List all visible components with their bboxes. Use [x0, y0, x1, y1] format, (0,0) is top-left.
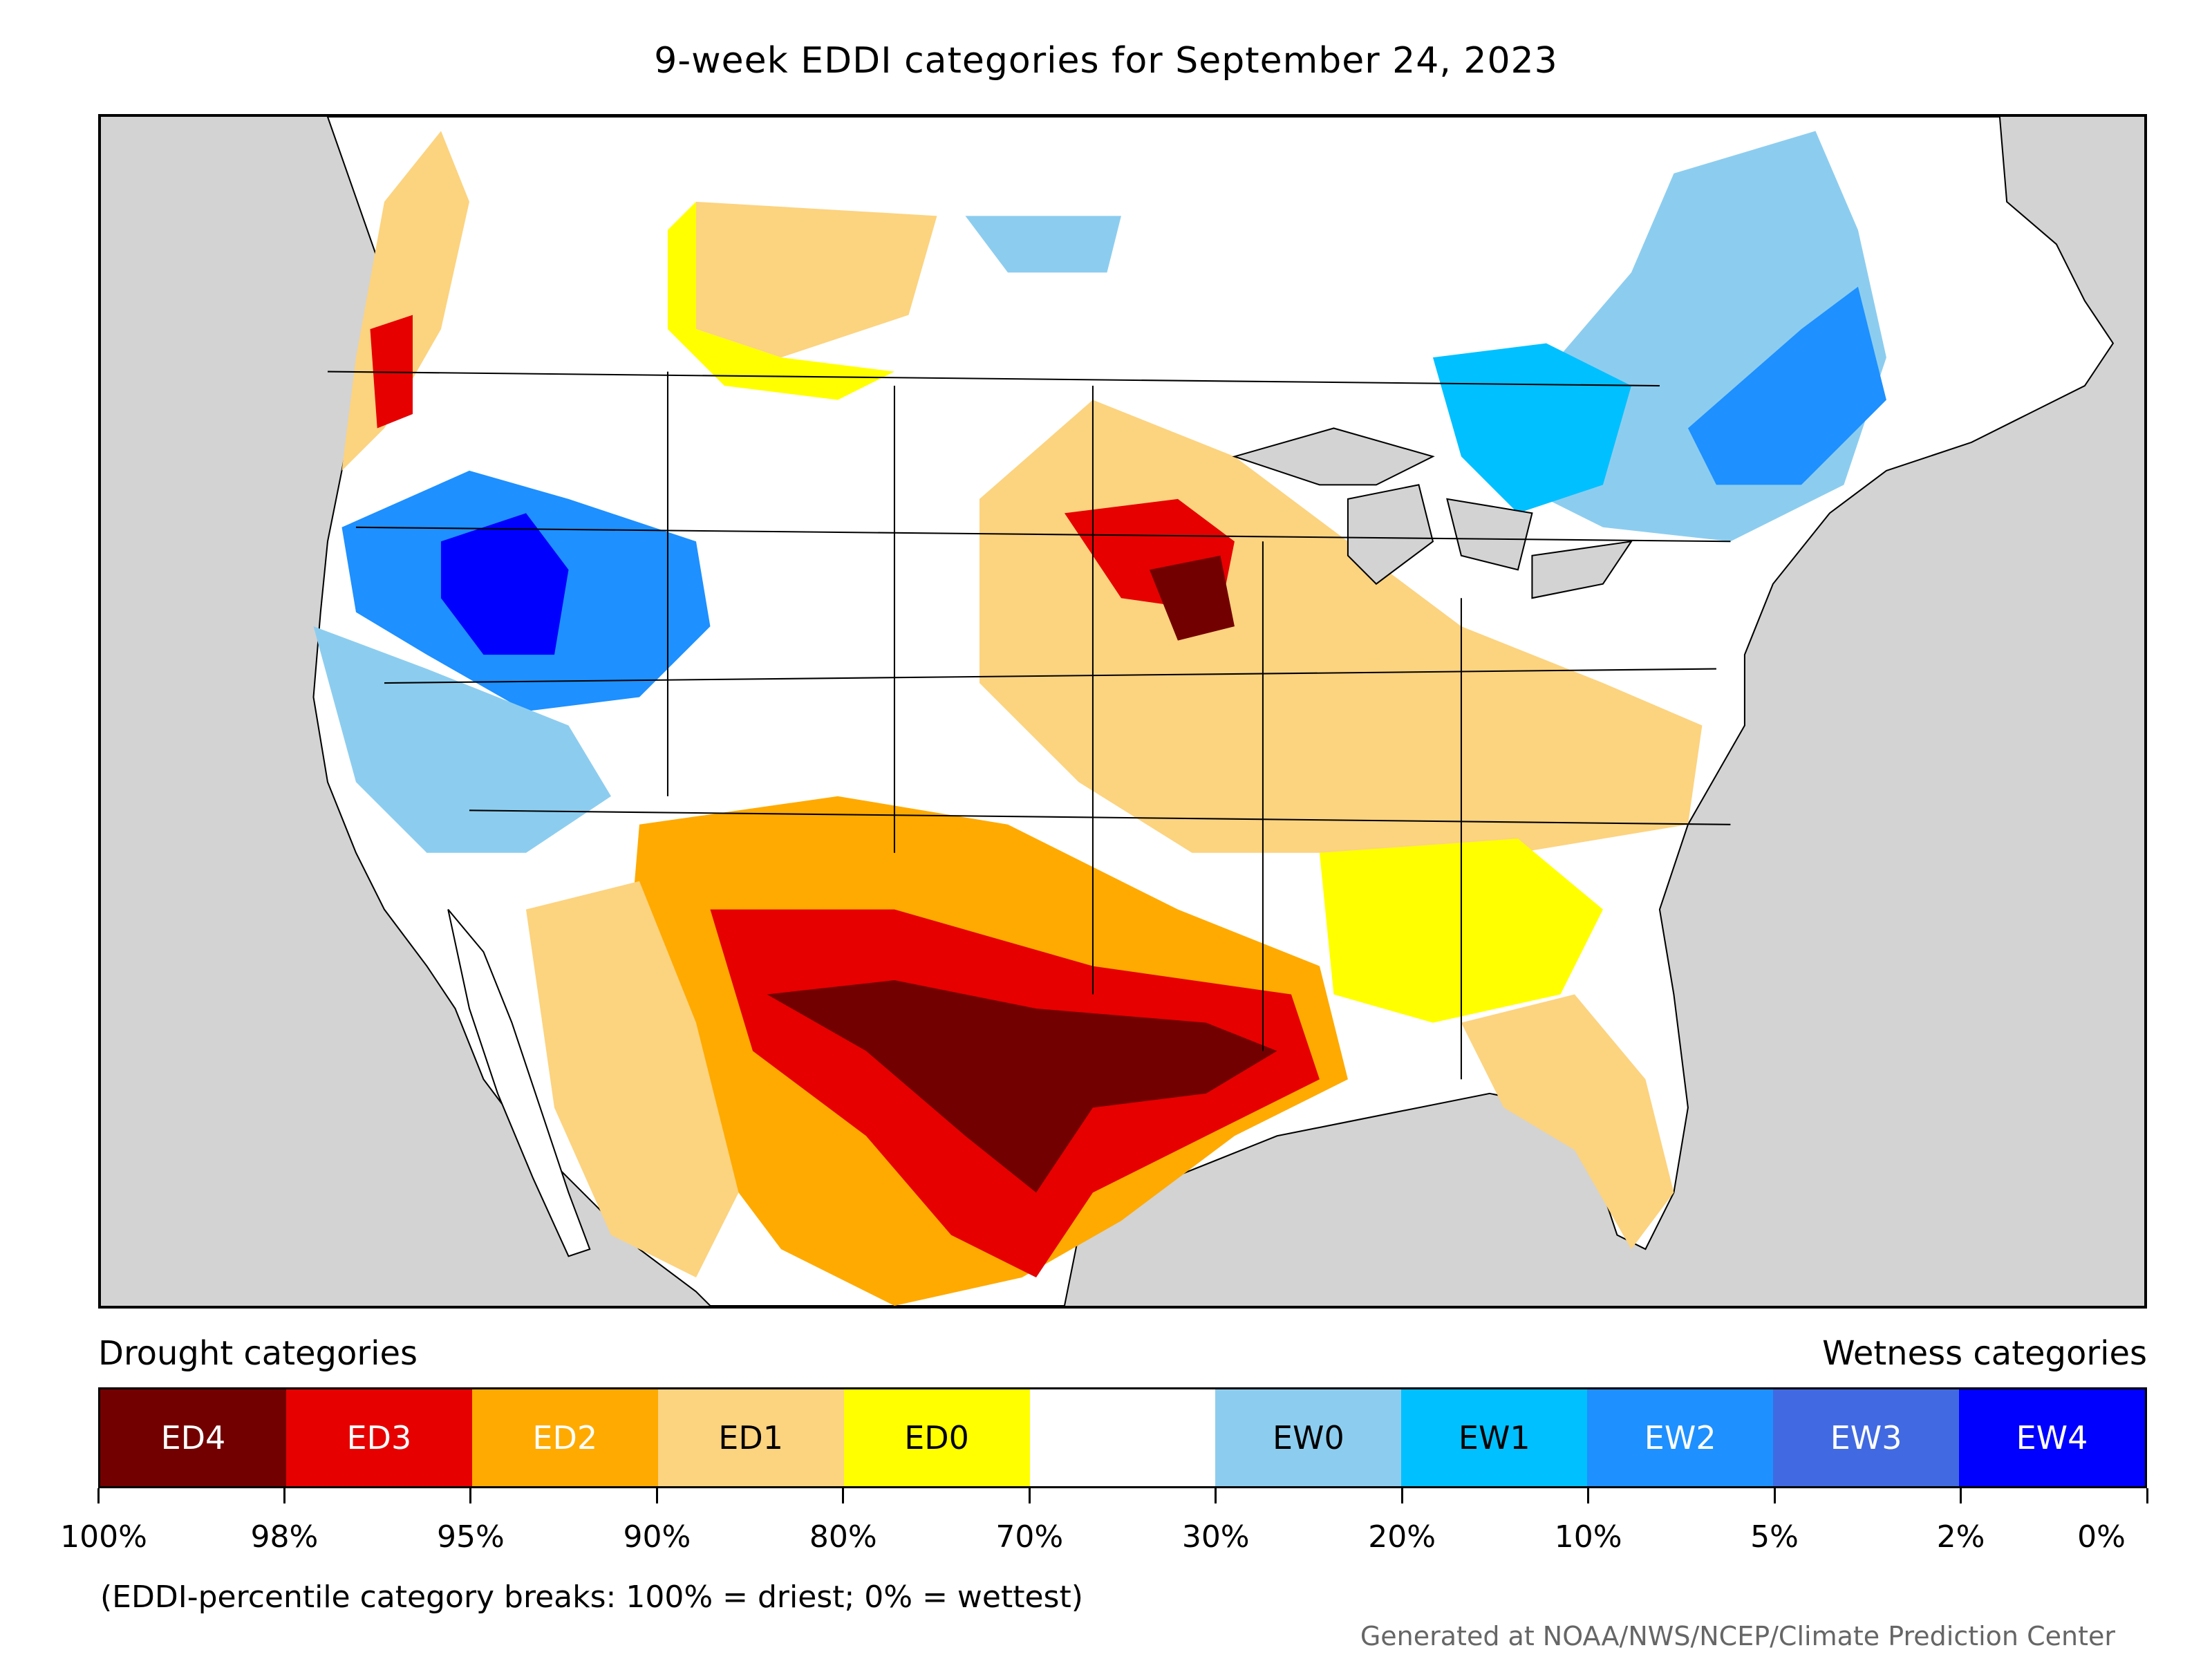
colorbar-tick — [1028, 1488, 1031, 1503]
category-swatch — [1029, 1389, 1216, 1486]
drought-categories-heading: Drought categories — [98, 1334, 418, 1373]
colorbar-tick-label: 5% — [1750, 1519, 1799, 1555]
chart-title: 9-week EDDI categories for September 24,… — [654, 40, 1558, 82]
credit-line: Generated at NOAA/NWS/NCEP/Climate Predi… — [1360, 1621, 2115, 1651]
colorbar-tick — [1400, 1488, 1403, 1503]
category-swatch: EW2 — [1587, 1389, 1774, 1486]
wet-region-manitoba — [965, 216, 1121, 273]
colorbar-tick-label: 80% — [809, 1519, 877, 1555]
colorbar-tick — [1773, 1488, 1776, 1503]
wetness-categories-heading: Wetness categories — [1822, 1334, 2147, 1373]
colorbar-tick — [1960, 1488, 1962, 1503]
colorbar-tick — [97, 1488, 100, 1503]
drought-region-prairies — [695, 201, 937, 358]
boundary-lines — [327, 371, 1731, 1080]
wet-region-ontario — [1432, 343, 1631, 514]
drought-region-southwest — [525, 881, 739, 1278]
category-swatch: EW0 — [1215, 1389, 1402, 1486]
eddi-map — [98, 114, 2147, 1309]
colorbar-tick-label: 70% — [995, 1519, 1064, 1555]
colorbar-ticks — [97, 1488, 2148, 1505]
colorbar-tick — [283, 1488, 285, 1503]
great-lakes — [1232, 427, 1633, 599]
colorbar-tick — [655, 1488, 658, 1503]
colorbar-tick-label: 30% — [1181, 1519, 1250, 1555]
colorbar-tick — [469, 1488, 472, 1503]
colorbar-tick — [2146, 1488, 2148, 1503]
colorbar-tick-label: 100% — [60, 1519, 147, 1555]
category-swatch: ED1 — [657, 1389, 844, 1486]
category-swatch: ED4 — [100, 1389, 286, 1486]
colorbar-tick-label: 98% — [250, 1519, 319, 1555]
category-swatch: EW3 — [1773, 1389, 1960, 1486]
category-swatch: EW4 — [1959, 1389, 2145, 1486]
colorbar-tick-label: 10% — [1554, 1519, 1622, 1555]
category-swatch: EW1 — [1401, 1389, 1588, 1486]
drought-region-florida — [1461, 994, 1674, 1250]
colorbar-tick-label: 20% — [1368, 1519, 1436, 1555]
colorbar-tick-label: 2% — [1936, 1519, 1985, 1555]
category-swatch: ED2 — [471, 1389, 658, 1486]
wet-region-west-core — [440, 513, 569, 655]
drought-region-texas-core — [767, 980, 1277, 1193]
colorbar-tick — [1587, 1488, 1590, 1503]
colorbar-tick-label: 90% — [623, 1519, 691, 1555]
drought-region-prairies-edge — [667, 201, 894, 400]
category-swatch: ED0 — [843, 1389, 1030, 1486]
drought-region-pacific-nw — [341, 131, 469, 471]
category-note: (EDDI-percentile category breaks: 100% =… — [100, 1580, 1083, 1615]
wet-region-northeast-core — [1687, 286, 1886, 485]
colorbar-tick-label: 95% — [437, 1519, 505, 1555]
category-colorbar: ED4 ED3 ED2 ED1 ED0 EW0 EW1 EW2 EW3 EW4 — [98, 1387, 2147, 1488]
baja-california — [447, 909, 591, 1257]
colorbar-tick — [1215, 1488, 1217, 1503]
map-canvas — [101, 117, 2144, 1306]
colorbar-tick — [842, 1488, 845, 1503]
category-swatch: ED3 — [285, 1389, 472, 1486]
drought-region-iowa — [1149, 555, 1235, 641]
colorbar-tick-label: 0% — [2077, 1519, 2126, 1555]
